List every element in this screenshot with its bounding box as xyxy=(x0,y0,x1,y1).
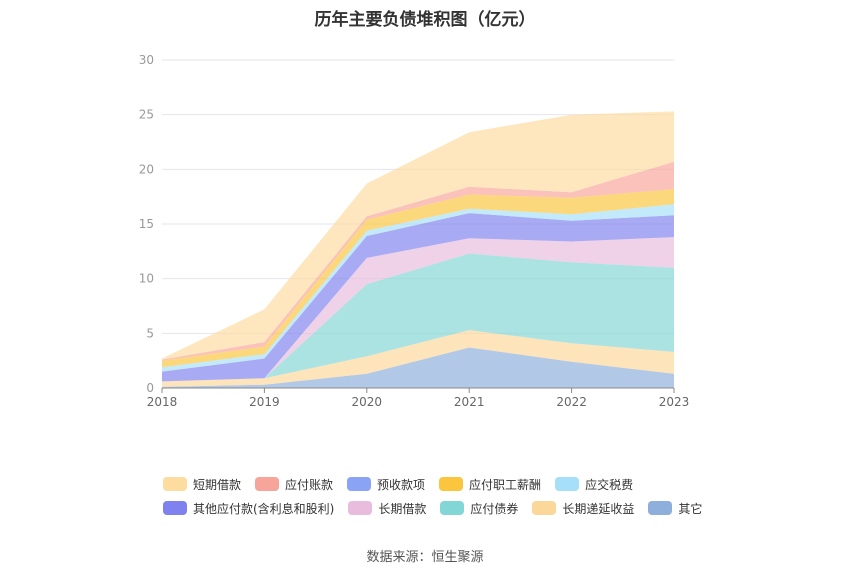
y-tick-label: 20 xyxy=(139,162,154,176)
y-tick-label: 5 xyxy=(146,326,154,340)
data-source: 数据来源：恒生聚源 xyxy=(366,550,484,565)
area-series-6 xyxy=(162,189,674,368)
legend-item[interactable]: 应付职工薪酬 xyxy=(439,476,541,493)
y-tick-label: 10 xyxy=(139,272,154,286)
x-tick-label: 2020 xyxy=(352,395,383,409)
x-tick-label: 2018 xyxy=(147,395,178,409)
legend-label: 长期借款 xyxy=(378,501,427,516)
legend-row-2: 其他应付款(含利息和股利) 长期借款 应付债券 长期递延收益 其它 xyxy=(163,496,723,520)
legend-swatch xyxy=(163,501,187,515)
legend-item[interactable]: 短期借款 xyxy=(163,476,241,493)
legend-swatch xyxy=(648,501,673,515)
legend-swatch xyxy=(348,501,373,515)
legend-label: 应付账款 xyxy=(285,477,334,492)
legend-item[interactable]: 其它 xyxy=(648,500,702,517)
area-series-4 xyxy=(162,213,674,382)
legend-label: 其它 xyxy=(678,501,703,516)
area-series-2 xyxy=(162,253,674,382)
legend-swatch xyxy=(163,477,187,491)
y-tick-label: 25 xyxy=(139,108,154,122)
x-tick-label: 2019 xyxy=(249,395,280,409)
legend-item[interactable]: 长期借款 xyxy=(348,500,426,517)
legend-label: 预收款项 xyxy=(377,477,426,492)
area-series-8 xyxy=(162,161,674,361)
legend-label: 长期递延收益 xyxy=(562,501,635,516)
legend-item[interactable]: 其他应付款(含利息和股利) xyxy=(163,500,334,517)
legend-item[interactable]: 应付债券 xyxy=(440,500,518,517)
legend-label: 短期借款 xyxy=(193,477,242,492)
chart-legend: 短期借款 应付账款 预收款项 应付职工薪酬 应交税费 其他应付款(含利息和股利) 长期借款… xyxy=(163,472,723,520)
y-tick-label: 0 xyxy=(146,381,154,395)
legend-swatch xyxy=(532,501,557,515)
area-series-3 xyxy=(162,237,674,382)
legend-swatch xyxy=(555,477,580,491)
area-series-9 xyxy=(162,111,674,360)
legend-label: 应付职工薪酬 xyxy=(469,477,542,492)
legend-swatch xyxy=(347,477,372,491)
legend-swatch xyxy=(439,477,464,491)
x-tick-label: 2023 xyxy=(659,395,690,409)
chart-title: 历年主要负债堆积图（亿元） xyxy=(314,10,536,30)
legend-item[interactable]: 长期递延收益 xyxy=(532,500,634,517)
legend-item[interactable]: 应付账款 xyxy=(255,476,333,493)
legend-row-1: 短期借款 应付账款 预收款项 应付职工薪酬 应交税费 xyxy=(163,472,723,496)
y-tick-label: 15 xyxy=(139,217,154,231)
x-tick-label: 2021 xyxy=(454,395,485,409)
legend-label: 应付债券 xyxy=(470,501,519,516)
legend-item[interactable]: 应交税费 xyxy=(555,476,633,493)
y-tick-label: 30 xyxy=(139,53,154,67)
legend-swatch xyxy=(440,501,465,515)
area-series-0 xyxy=(162,347,674,388)
legend-item[interactable]: 预收款项 xyxy=(347,476,425,493)
area-series-1 xyxy=(162,330,674,387)
legend-swatch xyxy=(255,477,280,491)
x-tick-label: 2022 xyxy=(556,395,587,409)
legend-label: 应交税费 xyxy=(585,477,634,492)
legend-label: 其他应付款(含利息和股利) xyxy=(193,501,335,516)
